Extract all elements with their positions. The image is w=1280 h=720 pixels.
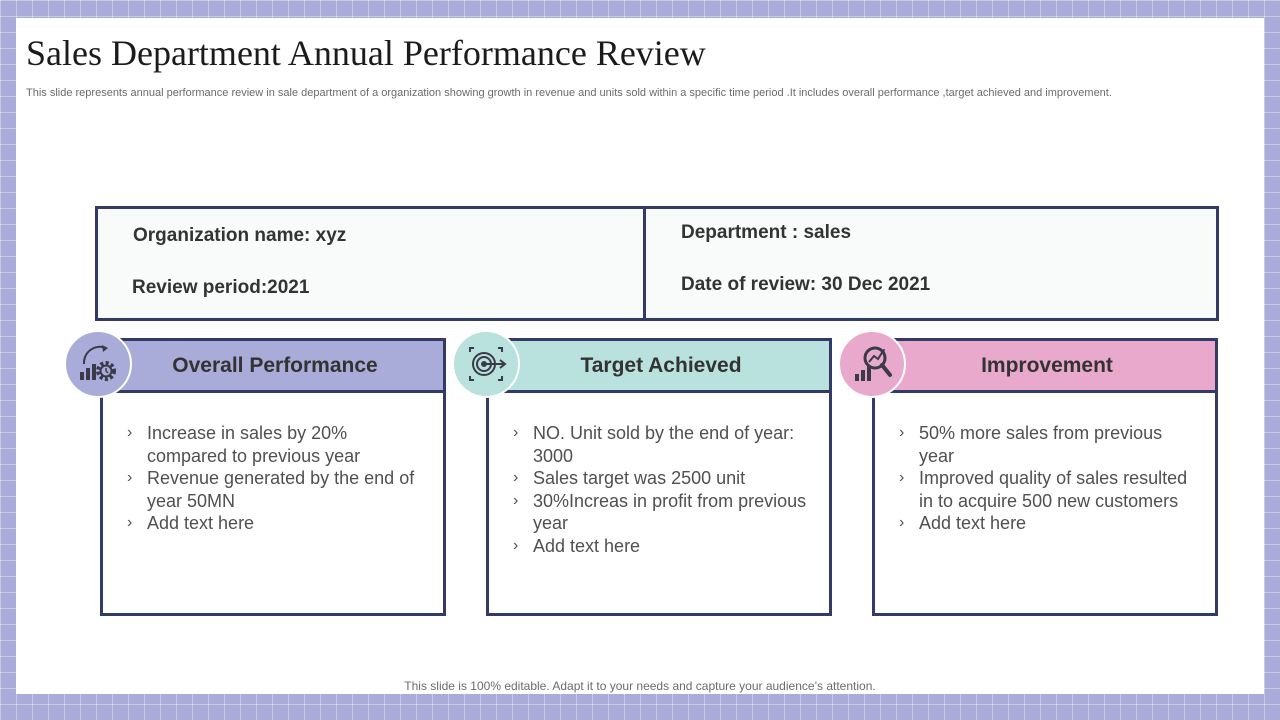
list-item: › Add text here xyxy=(127,513,255,533)
list-item: › NO. Unit sold by the end of year: 3000 xyxy=(513,423,795,466)
info-divider xyxy=(643,209,646,318)
card-heading: Improvement xyxy=(981,353,1113,377)
list-item: › Improved quality of sales resulted in t… xyxy=(899,468,1188,511)
chart-magnifier-icon xyxy=(838,330,906,398)
slide-subtitle: This slide represents annual performance… xyxy=(26,87,1112,99)
slide-footer: This slide is 100% editable. Adapt it to… xyxy=(404,679,876,693)
card-heading: Target Achieved xyxy=(580,353,742,377)
list-item: › Add text here xyxy=(513,535,641,556)
review-period: Review period:2021 xyxy=(132,277,310,298)
list-item: › 50% more sales from previous year xyxy=(899,423,1163,466)
card-list: › NO. Unit sold by the end of year: 3000 … xyxy=(511,422,811,557)
list-item: › Increase in sales by 20% compared to pr… xyxy=(127,423,361,466)
list-item: › Sales target was 2500 unit xyxy=(513,468,746,488)
list-item: › Revenue generated by the end of year 50… xyxy=(127,468,415,511)
target-icon xyxy=(452,330,520,398)
card-header: Target Achieved xyxy=(486,338,832,393)
card-list: › Increase in sales by 20% compared to pr… xyxy=(125,422,425,535)
organization-name: Organization name: xyz xyxy=(133,225,347,246)
info-box: Organization name: xyz Review period:202… xyxy=(95,206,1219,321)
list-item: › 30%Increas in profit from previous year xyxy=(513,490,807,534)
growth-gear-icon xyxy=(64,330,132,398)
card-heading: Overall Performance xyxy=(172,353,378,377)
card-header: Overall Performance xyxy=(100,338,446,393)
slide-title: Sales Department Annual Performance Revi… xyxy=(26,33,706,73)
date-of-review: Date of review: 30 Dec 2021 xyxy=(681,274,931,295)
card-target-achieved: Target Achieved › NO. Unit sold by the en… xyxy=(486,338,832,616)
card-list: › 50% more sales from previous year › Impr… xyxy=(897,422,1197,535)
slide: Sales Department Annual Performance Revi… xyxy=(16,18,1264,694)
card-improvement: Improvement › 50% more sales from previou… xyxy=(872,338,1218,616)
card-overall-performance: Overall Performance › Increase in sales b… xyxy=(100,338,446,616)
list-item: › Add text here xyxy=(899,513,1027,533)
card-header: Improvement xyxy=(872,338,1218,393)
department: Department : sales xyxy=(681,222,852,243)
